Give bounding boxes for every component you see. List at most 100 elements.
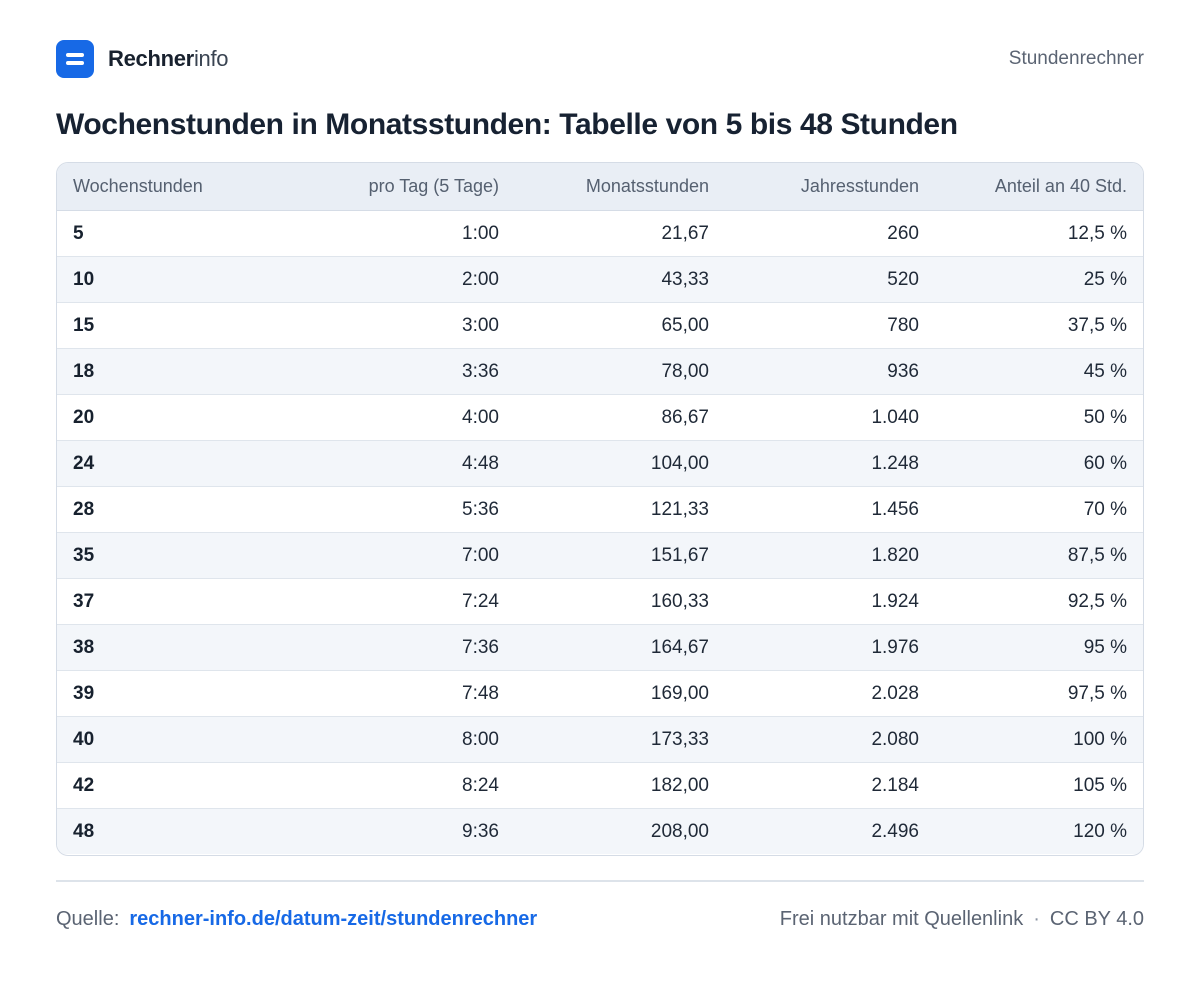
license-info: Frei nutzbar mit Quellenlink · CC BY 4.0	[780, 908, 1144, 931]
cell-anteil: 120 %	[935, 808, 1143, 854]
license-name: CC BY 4.0	[1049, 907, 1144, 930]
page-title: Wochenstunden in Monatsstunden: Tabelle …	[56, 108, 958, 141]
table-row: 20 4:00 86,67 1.040 50 %	[57, 394, 1143, 441]
table-header-row: Wochenstunden pro Tag (5 Tage) Monatsstu…	[57, 163, 1143, 211]
cell-jahresstunden: 1.924	[725, 578, 935, 625]
cell-anteil: 60 %	[935, 440, 1143, 487]
cell-monatsstunden: 104,00	[515, 440, 725, 487]
cell-anteil: 50 %	[935, 394, 1143, 441]
cell-monatsstunden: 173,33	[515, 716, 725, 763]
table-row: 40 8:00 173,33 2.080 100 %	[57, 716, 1143, 763]
source-info: Quelle: rechner-info.de/datum-zeit/stund…	[56, 908, 537, 931]
cell-jahresstunden: 2.496	[725, 808, 935, 854]
cell-pro-tag: 8:00	[283, 716, 515, 763]
cell-wochenstunden: 20	[57, 394, 283, 441]
cell-monatsstunden: 86,67	[515, 394, 725, 441]
cell-pro-tag: 7:24	[283, 578, 515, 625]
cell-jahresstunden: 1.820	[725, 532, 935, 579]
cell-anteil: 92,5 %	[935, 578, 1143, 625]
table-row: 38 7:36 164,67 1.976 95 %	[57, 624, 1143, 671]
column-header-jahresstunden: Jahresstunden	[725, 163, 935, 211]
cell-jahresstunden: 1.976	[725, 624, 935, 671]
cell-pro-tag: 3:00	[283, 302, 515, 349]
cell-monatsstunden: 160,33	[515, 578, 725, 625]
source-label: Quelle:	[56, 907, 120, 930]
table-row: 5 1:00 21,67 260 12,5 %	[57, 210, 1143, 257]
cell-anteil: 70 %	[935, 486, 1143, 533]
cell-wochenstunden: 39	[57, 670, 283, 717]
column-header-pro-tag: pro Tag (5 Tage)	[283, 163, 515, 211]
column-header-monatsstunden: Monatsstunden	[515, 163, 725, 211]
cell-jahresstunden: 1.248	[725, 440, 935, 487]
cell-wochenstunden: 35	[57, 532, 283, 579]
cell-anteil: 97,5 %	[935, 670, 1143, 717]
cell-wochenstunden: 38	[57, 624, 283, 671]
cell-wochenstunden: 5	[57, 210, 283, 257]
cell-jahresstunden: 780	[725, 302, 935, 349]
brand-name-strong: Rechner	[108, 46, 194, 71]
table-row: 10 2:00 43,33 520 25 %	[57, 256, 1143, 303]
table-row: 28 5:36 121,33 1.456 70 %	[57, 486, 1143, 533]
cell-anteil: 12,5 %	[935, 210, 1143, 257]
cell-jahresstunden: 2.028	[725, 670, 935, 717]
table-row: 15 3:00 65,00 780 37,5 %	[57, 302, 1143, 349]
brand-name-light: info	[193, 46, 229, 71]
cell-wochenstunden: 48	[57, 808, 283, 854]
cell-pro-tag: 7:48	[283, 670, 515, 717]
cell-pro-tag: 1:00	[283, 210, 515, 257]
cell-anteil: 87,5 %	[935, 532, 1143, 579]
cell-anteil: 100 %	[935, 716, 1143, 763]
cell-anteil: 25 %	[935, 256, 1143, 303]
cell-wochenstunden: 37	[57, 578, 283, 625]
cell-wochenstunden: 40	[57, 716, 283, 763]
cell-monatsstunden: 208,00	[515, 808, 725, 854]
site-header: Rechnerinfo Stundenrechner	[56, 40, 1144, 78]
table-row: 39 7:48 169,00 2.028 97,5 %	[57, 670, 1143, 717]
cell-anteil: 37,5 %	[935, 302, 1143, 349]
cell-monatsstunden: 182,00	[515, 762, 725, 809]
cell-pro-tag: 8:24	[283, 762, 515, 809]
cell-monatsstunden: 151,67	[515, 532, 725, 579]
table-row: 42 8:24 182,00 2.184 105 %	[57, 762, 1143, 809]
cell-pro-tag: 3:36	[283, 348, 515, 395]
table-body: 5 1:00 21,67 260 12,5 % 10 2:00 43,33 520 25 % 15 3…	[57, 210, 1143, 854]
table-row: 24 4:48 104,00 1.248 60 %	[57, 440, 1143, 487]
cell-wochenstunden: 10	[57, 256, 283, 303]
table-row: 35 7:00 151,67 1.820 87,5 %	[57, 532, 1143, 579]
cell-jahresstunden: 936	[725, 348, 935, 395]
cell-pro-tag: 9:36	[283, 808, 515, 854]
nav-link-stundenrechner[interactable]: Stundenrechner	[1008, 48, 1144, 69]
table-row: 37 7:24 160,33 1.924 92,5 %	[57, 578, 1143, 625]
footer-divider	[56, 880, 1144, 882]
cell-anteil: 45 %	[935, 348, 1143, 395]
cell-anteil: 105 %	[935, 762, 1143, 809]
cell-monatsstunden: 65,00	[515, 302, 725, 349]
brand-logo[interactable]: Rechnerinfo	[56, 40, 229, 78]
cell-monatsstunden: 169,00	[515, 670, 725, 717]
cell-monatsstunden: 78,00	[515, 348, 725, 395]
cell-pro-tag: 4:00	[283, 394, 515, 441]
cell-wochenstunden: 18	[57, 348, 283, 395]
cell-pro-tag: 2:00	[283, 256, 515, 303]
cell-jahresstunden: 520	[725, 256, 935, 303]
data-table: Wochenstunden pro Tag (5 Tage) Monatsstu…	[57, 163, 1143, 854]
cell-jahresstunden: 1.456	[725, 486, 935, 533]
column-header-anteil: Anteil an 40 Std.	[935, 163, 1143, 211]
cell-monatsstunden: 121,33	[515, 486, 725, 533]
cell-wochenstunden: 28	[57, 486, 283, 533]
cell-pro-tag: 5:36	[283, 486, 515, 533]
cell-pro-tag: 7:36	[283, 624, 515, 671]
cell-jahresstunden: 260	[725, 210, 935, 257]
license-text: Frei nutzbar mit Quellenlink	[779, 907, 1024, 930]
cell-anteil: 95 %	[935, 624, 1143, 671]
equals-icon	[56, 40, 94, 78]
column-header-wochenstunden: Wochenstunden	[57, 163, 283, 211]
cell-monatsstunden: 43,33	[515, 256, 725, 303]
cell-jahresstunden: 2.080	[725, 716, 935, 763]
cell-wochenstunden: 42	[57, 762, 283, 809]
separator-dot: ·	[1033, 907, 1040, 930]
table-row: 48 9:36 208,00 2.496 120 %	[57, 808, 1143, 854]
source-link[interactable]: rechner-info.de/datum-zeit/stundenrechne…	[129, 907, 538, 930]
footer: Quelle: rechner-info.de/datum-zeit/stund…	[56, 904, 1144, 934]
cell-jahresstunden: 1.040	[725, 394, 935, 441]
